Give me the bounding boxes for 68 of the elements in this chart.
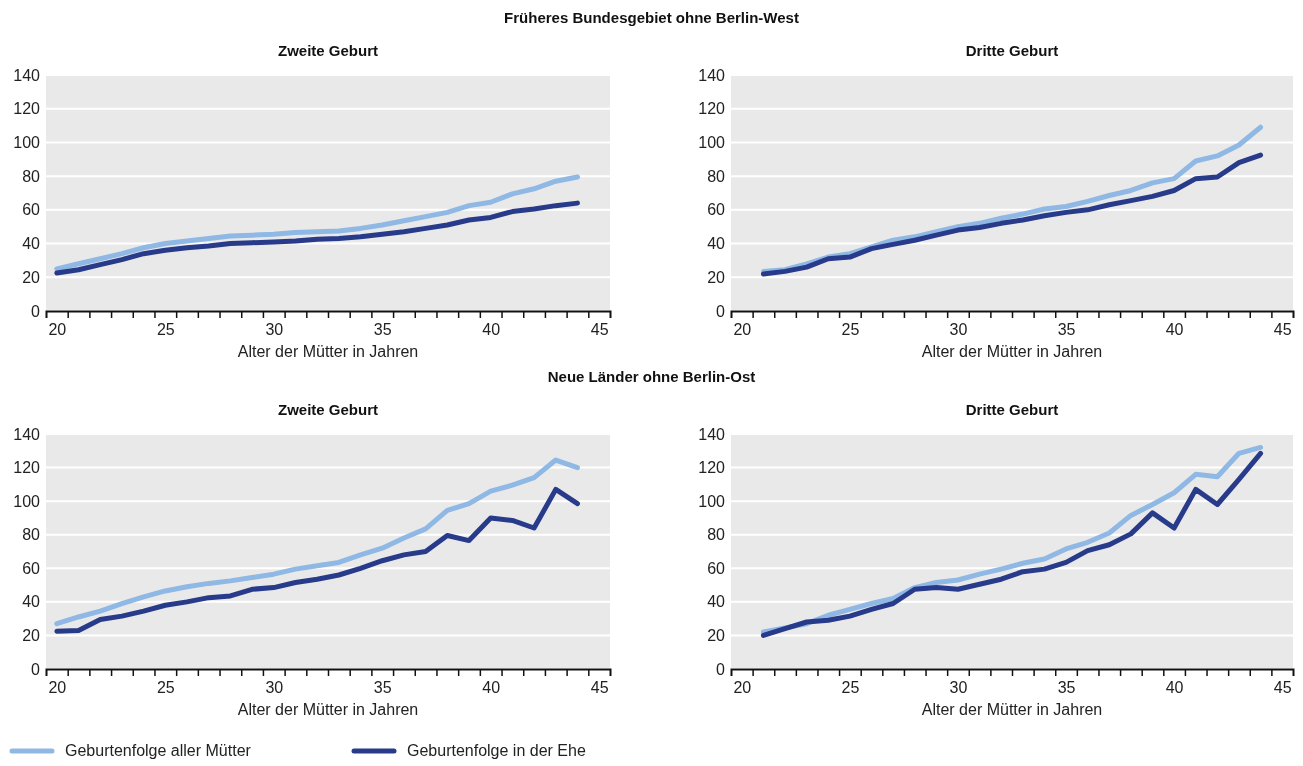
x-tick-label: 25 xyxy=(156,321,175,339)
y-tick-label: 40 xyxy=(22,593,41,611)
y-tick-label: 140 xyxy=(698,425,726,443)
y-tick-label: 40 xyxy=(707,235,726,253)
y-tick-label: 120 xyxy=(698,100,726,118)
y-tick-label: 100 xyxy=(13,134,41,152)
y-tick-label: 20 xyxy=(707,627,726,645)
y-tick-label: 0 xyxy=(31,660,41,678)
x-tick-label: 25 xyxy=(841,321,860,339)
x-tick-label: 25 xyxy=(841,679,860,697)
x-tick-label: 40 xyxy=(1165,321,1184,339)
x-tick-label: 45 xyxy=(1273,679,1292,697)
y-tick-label: 80 xyxy=(22,167,41,185)
x-axis-title: Alter der Mütter in Jahren xyxy=(921,701,1103,718)
y-tick-label: 100 xyxy=(698,492,726,510)
y-tick-label: 0 xyxy=(716,660,726,678)
y-tick-label: 60 xyxy=(22,201,41,219)
y-tick-label: 100 xyxy=(698,134,726,152)
chart-title: Dritte Geburt xyxy=(965,42,1059,59)
y-tick-label: 140 xyxy=(13,66,41,84)
x-tick-label: 40 xyxy=(1165,679,1184,697)
x-tick-label: 30 xyxy=(949,321,968,339)
x-axis-title: Alter der Mütter in Jahren xyxy=(921,343,1103,360)
x-tick-label: 20 xyxy=(733,679,752,697)
x-tick-label: 35 xyxy=(1057,321,1076,339)
y-tick-label: 60 xyxy=(22,559,41,577)
y-tick-label: 0 xyxy=(716,302,726,320)
x-tick-label: 20 xyxy=(733,321,752,339)
x-tick-label: 35 xyxy=(1057,679,1076,697)
legend-label: Geburtenfolge aller Mütter xyxy=(65,742,252,759)
x-tick-label: 45 xyxy=(590,321,609,339)
x-tick-label: 40 xyxy=(482,321,501,339)
x-tick-label: 30 xyxy=(265,679,284,697)
chart-title: Dritte Geburt xyxy=(965,401,1059,418)
y-tick-label: 40 xyxy=(707,593,726,611)
y-tick-label: 40 xyxy=(22,235,41,253)
x-tick-label: 25 xyxy=(156,679,175,697)
x-tick-label: 45 xyxy=(590,679,609,697)
y-tick-label: 80 xyxy=(707,526,726,544)
chart-title: Zweite Geburt xyxy=(277,42,379,59)
y-tick-label: 80 xyxy=(707,167,726,185)
x-tick-label: 20 xyxy=(48,679,67,697)
x-tick-label: 45 xyxy=(1273,321,1292,339)
chart-title: Zweite Geburt xyxy=(277,401,379,418)
y-tick-label: 0 xyxy=(31,302,41,320)
y-tick-label: 20 xyxy=(22,627,41,645)
y-tick-label: 120 xyxy=(13,100,41,118)
y-tick-label: 20 xyxy=(22,268,41,286)
y-tick-label: 60 xyxy=(707,201,726,219)
text: Neue Länder ohne Berlin-Ost xyxy=(547,368,756,385)
legend-label: Geburtenfolge in der Ehe xyxy=(407,742,586,759)
x-tick-label: 40 xyxy=(482,679,501,697)
y-tick-label: 120 xyxy=(13,459,41,477)
x-tick-label: 30 xyxy=(265,321,284,339)
y-tick-label: 140 xyxy=(698,66,726,84)
x-axis-title: Alter der Mütter in Jahren xyxy=(237,343,419,360)
x-tick-label: 20 xyxy=(48,321,67,339)
y-tick-label: 120 xyxy=(698,459,726,477)
y-tick-label: 100 xyxy=(13,492,41,510)
y-tick-label: 80 xyxy=(22,526,41,544)
x-tick-label: 35 xyxy=(373,679,392,697)
x-tick-label: 35 xyxy=(373,321,392,339)
y-tick-label: 20 xyxy=(707,268,726,286)
y-tick-label: 60 xyxy=(707,559,726,577)
x-axis-title: Alter der Mütter in Jahren xyxy=(237,701,419,718)
text: Früheres Bundesgebiet ohne Berlin-West xyxy=(504,9,799,26)
y-tick-label: 140 xyxy=(13,425,41,443)
x-tick-label: 30 xyxy=(949,679,968,697)
